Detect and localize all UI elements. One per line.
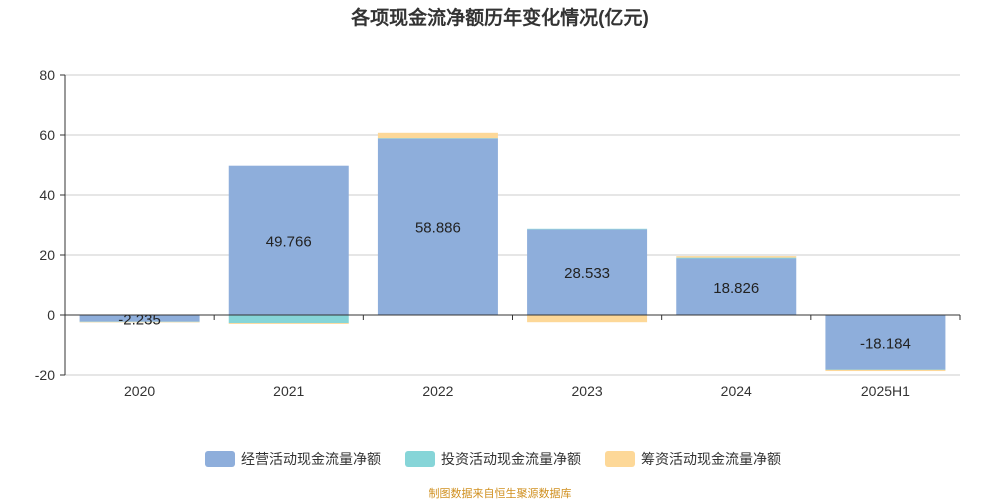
- bar-series-2[interactable]: [676, 256, 797, 258]
- y-tick-label: 0: [47, 307, 55, 323]
- x-tick-label: 2020: [124, 383, 155, 399]
- bar-series-1[interactable]: [377, 138, 498, 139]
- y-tick-label: -20: [35, 367, 55, 383]
- bar-series-1[interactable]: [825, 369, 946, 371]
- y-tick-label: 40: [39, 187, 55, 203]
- bar-series-1[interactable]: [676, 257, 797, 259]
- data-label: -2.235: [118, 311, 161, 328]
- data-label: -18.184: [860, 335, 911, 352]
- data-label: 58.886: [415, 220, 461, 237]
- legend-label[interactable]: 筹资活动现金流量净额: [641, 451, 781, 467]
- source-note: 制图数据来自恒生聚源数据库: [429, 486, 572, 500]
- bar-series-0[interactable]: [228, 165, 349, 315]
- bar-series-1[interactable]: [228, 315, 349, 324]
- bar-series-0[interactable]: [377, 138, 498, 315]
- bar-series-0[interactable]: [825, 315, 946, 370]
- legend-label[interactable]: 投资活动现金流量净额: [441, 451, 581, 467]
- bar-series-2[interactable]: [377, 132, 498, 139]
- bar-series-2[interactable]: [527, 315, 648, 323]
- legend-swatch[interactable]: [205, 451, 235, 467]
- data-label: 28.533: [564, 265, 610, 282]
- y-tick-label: 20: [39, 247, 55, 263]
- legend-label[interactable]: 经营活动现金流量净额: [241, 451, 381, 467]
- legend-swatch[interactable]: [405, 451, 435, 467]
- x-tick-label: 2022: [422, 383, 453, 399]
- data-label: 18.826: [713, 280, 759, 297]
- x-tick-label: 2025H1: [861, 383, 910, 399]
- bar-series-2[interactable]: [825, 369, 946, 372]
- bar-series-0[interactable]: [79, 315, 200, 322]
- bar-series-2[interactable]: [228, 323, 349, 324]
- x-tick-label: 2023: [572, 383, 603, 399]
- data-label: 49.766: [266, 233, 312, 250]
- bar-series-2[interactable]: [79, 321, 200, 323]
- bar-series-1[interactable]: [527, 228, 648, 230]
- x-tick-label: 2024: [721, 383, 752, 399]
- legend-swatch[interactable]: [605, 451, 635, 467]
- y-tick-label: 80: [39, 67, 55, 83]
- bar-series-0[interactable]: [676, 258, 797, 315]
- chart-title: 各项现金流净额历年变化情况(亿元): [350, 6, 649, 29]
- x-tick-label: 2021: [273, 383, 304, 399]
- bar-series-0[interactable]: [527, 229, 648, 315]
- y-tick-label: 60: [39, 127, 55, 143]
